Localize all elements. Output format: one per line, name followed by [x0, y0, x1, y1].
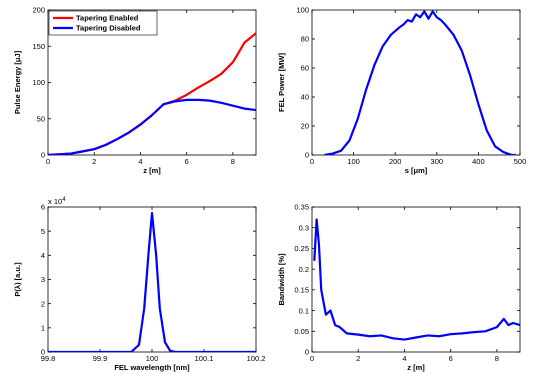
- series-line-1: [313, 218, 520, 341]
- x-tick-label: 500: [514, 157, 527, 166]
- y-tick-label: 0.05: [294, 327, 309, 336]
- y-tick-label: 20: [301, 122, 309, 131]
- x-tick-label: 4: [402, 354, 406, 363]
- y-tick-label: 0: [305, 151, 309, 160]
- x-tick-label: 0: [310, 157, 314, 166]
- y-tick-label: 150: [32, 42, 45, 51]
- y-tick-label: 0.3: [299, 223, 309, 232]
- x-tick-label: 100.2: [247, 354, 266, 363]
- series-line-1: [48, 32, 256, 155]
- x-axis-label: FEL wavelength [nm]: [114, 363, 190, 372]
- subplot-1: 0 2 4 6 8 0 50 100 150 200 z [m] Pulse Energy [μJ] T…: [13, 6, 257, 175]
- y-axis-label: P(λ) [a.u.]: [13, 262, 22, 297]
- y-tick-label: 100: [32, 78, 45, 87]
- x-tick-label: 8: [495, 354, 499, 363]
- y-axis-label: FEL Power [MW]: [277, 52, 286, 112]
- y-tick-label: 5: [41, 227, 45, 236]
- x-tick-label: 400: [472, 157, 485, 166]
- plot-frame: [311, 9, 521, 156]
- legend-label: Tapering Disabled: [76, 24, 141, 33]
- x-tick-label: 99.8: [41, 354, 56, 363]
- x-axis-label: s [μm]: [405, 166, 428, 175]
- x-tick-label: 2: [356, 354, 360, 363]
- plot-frame: [47, 206, 257, 353]
- y-axis-multiplier: x 104: [48, 197, 66, 206]
- y-tick-label: 1: [41, 324, 45, 333]
- x-axis-label: z [m]: [143, 166, 161, 175]
- y-tick-label: 2: [41, 299, 45, 308]
- y-tick-label: 0: [41, 151, 45, 160]
- y-tick-label: 0: [305, 348, 309, 357]
- x-tick-label: 2: [92, 157, 96, 166]
- x-tick-label: 100.1: [195, 354, 214, 363]
- series-line-1: [48, 211, 256, 352]
- x-tick-label: 6: [449, 354, 453, 363]
- y-axis-label: Bandwidth [%]: [277, 253, 286, 306]
- series-line-1: [324, 10, 516, 155]
- y-tick-label: 50: [37, 114, 45, 123]
- y-tick-label: 6: [41, 203, 45, 212]
- subplot-4: 0 2 4 6 8 0 0.05 0.1 0.15 0.2 0.25 0.3 0.35 z [m] Band…: [277, 203, 521, 372]
- x-tick-label: 100: [146, 354, 159, 363]
- y-axis-label: Pulse Energy [μJ]: [13, 50, 22, 114]
- plot-frame: [311, 206, 521, 353]
- x-tick-label: 4: [138, 157, 142, 166]
- x-tick-label: 8: [231, 157, 235, 166]
- x-tick-label: 99.9: [93, 354, 108, 363]
- x-tick-label: 0: [310, 354, 314, 363]
- y-tick-label: 0.15: [294, 286, 309, 295]
- y-tick-label: 0.35: [294, 203, 309, 212]
- y-tick-label: 4: [41, 251, 45, 260]
- y-tick-label: 200: [32, 6, 45, 15]
- x-tick-label: 100: [347, 157, 360, 166]
- x-axis-label: z [m]: [407, 363, 425, 372]
- y-tick-label: 40: [301, 93, 309, 102]
- y-tick-label: 60: [301, 64, 309, 73]
- x-tick-label: 300: [431, 157, 444, 166]
- y-tick-label: 80: [301, 35, 309, 44]
- subplot-2: 0 100 200 300 400 500 0 20 40 60 80 100 s [μm] FEL Po…: [277, 6, 526, 175]
- x-tick-label: 0: [46, 157, 50, 166]
- y-tick-label: 100: [296, 6, 309, 15]
- x-tick-label: 6: [185, 157, 189, 166]
- y-tick-label: 0.1: [299, 306, 309, 315]
- series-line-2: [48, 98, 256, 155]
- subplot-3: 99.8 99.9 100 100.1 100.2 0 1 2 3 4 5 6 FEL waveleng…: [13, 197, 265, 372]
- y-tick-label: 3: [41, 275, 45, 284]
- y-tick-label: 0.2: [299, 265, 309, 274]
- y-tick-label: 0: [41, 348, 45, 357]
- y-tick-label: 0.25: [294, 244, 309, 253]
- x-tick-label: 200: [389, 157, 402, 166]
- legend-label: Tapering Enabled: [76, 14, 139, 23]
- legend-box: [48, 10, 158, 36]
